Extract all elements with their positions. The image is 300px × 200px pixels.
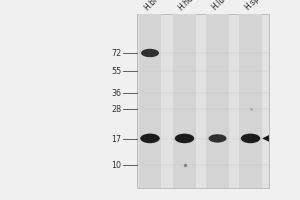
Text: 17: 17	[111, 134, 122, 144]
Ellipse shape	[241, 134, 260, 143]
Ellipse shape	[140, 134, 160, 143]
Ellipse shape	[208, 134, 226, 143]
Text: 36: 36	[112, 88, 122, 98]
Bar	[206, 14, 229, 188]
Bar	[136, 14, 268, 188]
Text: 55: 55	[111, 66, 122, 75]
Text: 72: 72	[111, 48, 122, 58]
Bar	[239, 14, 262, 188]
Bar	[139, 14, 161, 188]
Ellipse shape	[175, 134, 194, 143]
Ellipse shape	[141, 49, 159, 57]
Text: 28: 28	[111, 104, 122, 114]
Text: H.lung: H.lung	[210, 0, 234, 12]
Bar	[173, 14, 196, 188]
Text: 10: 10	[112, 160, 122, 170]
Text: H.heart: H.heart	[177, 0, 203, 12]
Text: H.spleen: H.spleen	[243, 0, 272, 12]
Text: H.breast: H.breast	[142, 0, 172, 12]
